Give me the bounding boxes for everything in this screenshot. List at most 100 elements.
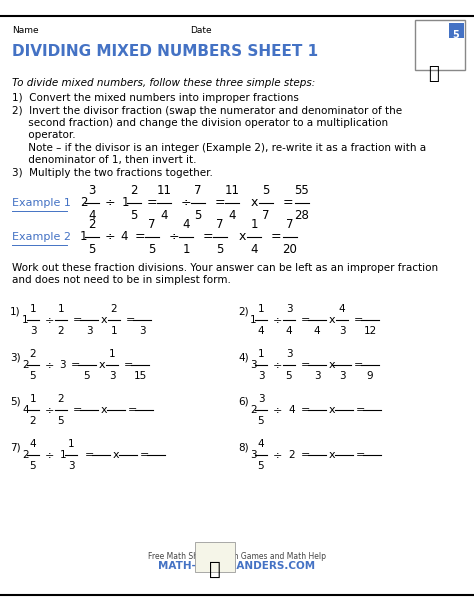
Text: 1: 1 xyxy=(30,394,36,404)
Text: Example 1: Example 1 xyxy=(12,198,71,208)
Text: 3: 3 xyxy=(250,450,256,460)
Text: 1: 1 xyxy=(250,218,258,231)
Text: 3: 3 xyxy=(250,360,256,370)
Text: 9: 9 xyxy=(367,371,374,381)
Text: 🦎: 🦎 xyxy=(209,560,221,579)
Text: 1: 1 xyxy=(60,450,67,460)
Text: =: = xyxy=(356,405,365,415)
Text: =: = xyxy=(73,315,82,325)
Text: 5: 5 xyxy=(258,461,264,471)
Text: 5): 5) xyxy=(10,397,21,407)
Text: 8): 8) xyxy=(238,442,249,452)
Text: operator.: operator. xyxy=(12,130,76,140)
Text: 2): 2) xyxy=(238,307,249,317)
Text: 7): 7) xyxy=(10,442,21,452)
Text: x: x xyxy=(328,315,335,325)
Text: 3: 3 xyxy=(139,326,146,336)
Text: 5: 5 xyxy=(286,371,292,381)
Text: 1: 1 xyxy=(109,349,115,359)
Text: ÷: ÷ xyxy=(273,315,283,325)
Text: ÷: ÷ xyxy=(46,450,55,460)
Text: =: = xyxy=(203,230,213,243)
Text: 1: 1 xyxy=(22,315,28,325)
Text: 7: 7 xyxy=(216,218,224,231)
Text: 2: 2 xyxy=(22,360,28,370)
Text: =: = xyxy=(301,315,310,325)
Text: 4: 4 xyxy=(258,439,264,449)
Text: 1): 1) xyxy=(10,307,21,317)
Text: ÷: ÷ xyxy=(46,405,55,415)
Text: 3: 3 xyxy=(286,349,292,359)
Text: 15: 15 xyxy=(133,371,146,381)
Text: 3: 3 xyxy=(286,304,292,314)
Text: 5: 5 xyxy=(30,461,36,471)
Text: ÷: ÷ xyxy=(273,450,283,460)
Text: x: x xyxy=(328,405,335,415)
Text: =: = xyxy=(126,315,136,325)
Text: =: = xyxy=(140,450,150,460)
Text: 4: 4 xyxy=(88,209,96,222)
Text: =: = xyxy=(301,405,310,415)
FancyBboxPatch shape xyxy=(415,20,465,70)
Text: 3: 3 xyxy=(86,326,92,336)
Text: =: = xyxy=(271,230,281,243)
Text: 4: 4 xyxy=(314,326,320,336)
Text: 2: 2 xyxy=(111,304,117,314)
Text: =: = xyxy=(301,360,310,370)
Text: 4): 4) xyxy=(238,352,249,362)
Text: 3: 3 xyxy=(30,326,36,336)
Text: ÷: ÷ xyxy=(105,230,115,243)
Text: =: = xyxy=(128,405,137,415)
Text: Date: Date xyxy=(190,26,211,35)
Text: 4: 4 xyxy=(120,230,128,243)
Text: =: = xyxy=(146,197,157,210)
Text: 1: 1 xyxy=(58,304,64,314)
Text: x: x xyxy=(113,450,119,460)
Text: 4: 4 xyxy=(339,304,346,314)
Text: 1: 1 xyxy=(250,315,256,325)
Text: 4: 4 xyxy=(258,326,264,336)
Text: =: = xyxy=(124,360,134,370)
Text: 1)  Convert the mixed numbers into improper fractions: 1) Convert the mixed numbers into improp… xyxy=(12,93,299,103)
Text: Note – if the divisor is an integer (Example 2), re-write it as a fraction with : Note – if the divisor is an integer (Exa… xyxy=(12,143,426,153)
Text: second fraction) and change the division operator to a multiplication: second fraction) and change the division… xyxy=(12,118,388,128)
Text: =: = xyxy=(85,450,95,460)
Text: 4: 4 xyxy=(182,218,190,231)
Text: =: = xyxy=(215,197,225,210)
FancyBboxPatch shape xyxy=(195,542,235,572)
Text: 5: 5 xyxy=(30,371,36,381)
Text: and does not need to be in simplest form.: and does not need to be in simplest form… xyxy=(12,275,231,285)
Text: =: = xyxy=(354,360,364,370)
Text: x: x xyxy=(100,315,107,325)
Text: 3: 3 xyxy=(88,184,96,197)
Text: 2: 2 xyxy=(58,394,64,404)
Text: 4: 4 xyxy=(228,209,236,222)
Text: 3: 3 xyxy=(109,371,115,381)
Text: ÷: ÷ xyxy=(105,197,115,210)
Text: 5: 5 xyxy=(262,184,270,197)
Text: 11: 11 xyxy=(225,184,239,197)
Text: 1: 1 xyxy=(182,243,190,256)
Text: 2: 2 xyxy=(250,405,256,415)
Text: x: x xyxy=(100,405,107,415)
Text: 3: 3 xyxy=(258,371,264,381)
Text: 3: 3 xyxy=(258,394,264,404)
Text: 3: 3 xyxy=(68,461,74,471)
Text: =: = xyxy=(73,405,82,415)
Text: 5: 5 xyxy=(58,416,64,426)
Text: 5: 5 xyxy=(453,30,459,40)
Text: denominator of 1, then invert it.: denominator of 1, then invert it. xyxy=(12,155,197,165)
Text: ÷: ÷ xyxy=(273,360,283,370)
Text: 1: 1 xyxy=(30,304,36,314)
Text: =: = xyxy=(301,450,310,460)
Text: ÷: ÷ xyxy=(273,405,283,415)
Text: 5: 5 xyxy=(148,243,155,256)
Text: 20: 20 xyxy=(283,243,298,256)
Text: 1: 1 xyxy=(80,230,88,243)
Text: 12: 12 xyxy=(364,326,377,336)
Text: =: = xyxy=(354,315,364,325)
Text: 4: 4 xyxy=(22,405,28,415)
Text: 3: 3 xyxy=(59,360,65,370)
Text: 5: 5 xyxy=(258,416,264,426)
Text: 3: 3 xyxy=(339,371,346,381)
